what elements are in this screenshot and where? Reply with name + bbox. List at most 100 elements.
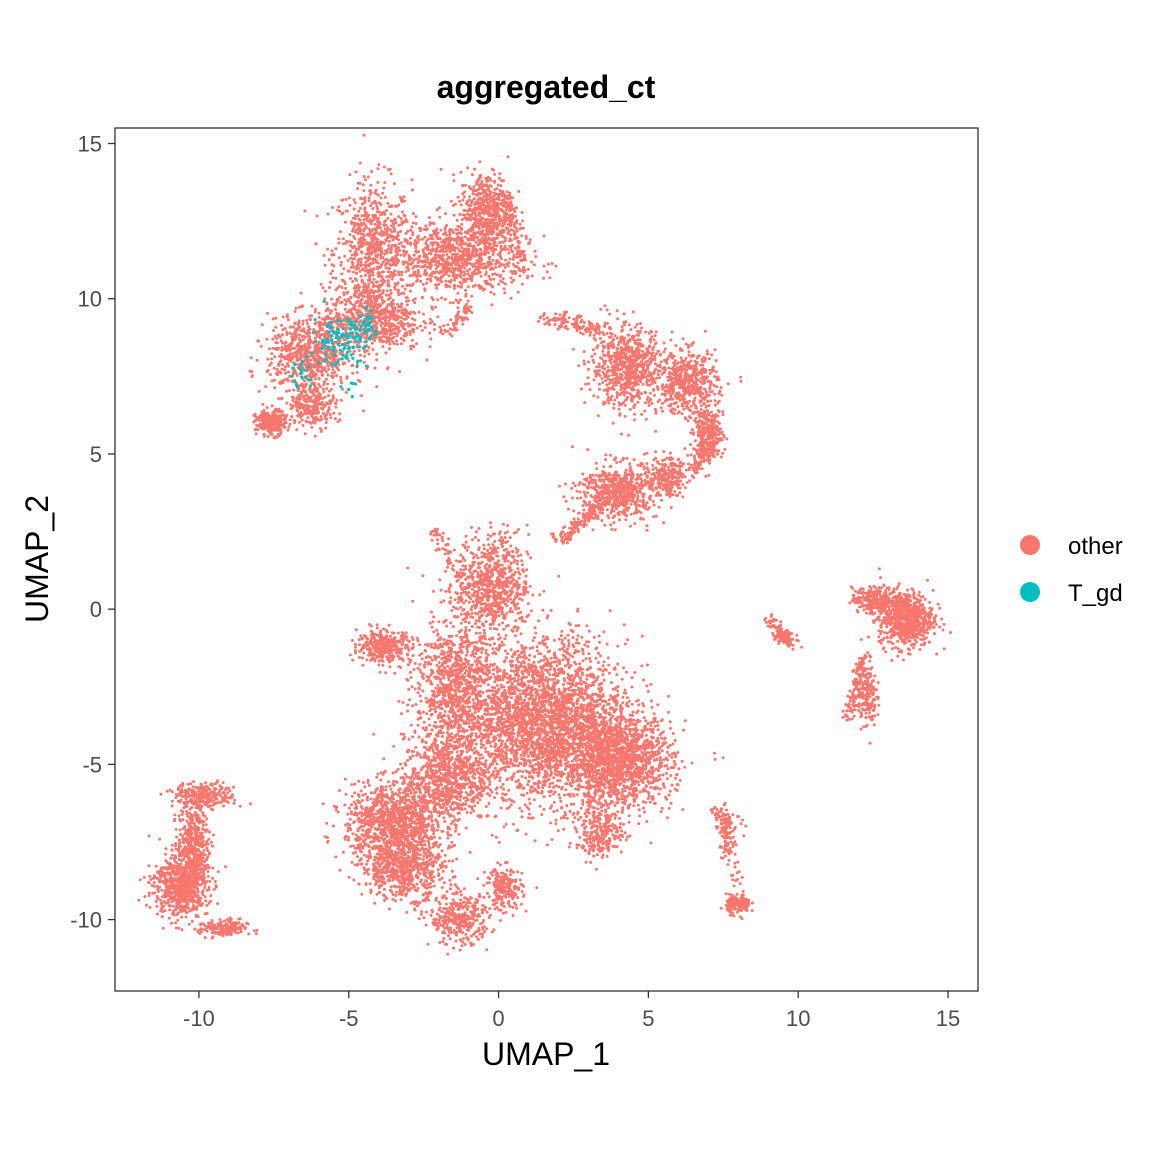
point-other-304 xyxy=(376,207,380,210)
point-other-475 xyxy=(372,291,376,295)
point-other-1579 xyxy=(413,273,416,277)
point-other-2228 xyxy=(370,301,374,305)
point-other-3051 xyxy=(322,323,326,327)
point-other-1585 xyxy=(453,259,457,263)
point-other-4917 xyxy=(670,397,673,401)
point-other-605 xyxy=(377,210,381,214)
point-other-3886 xyxy=(315,418,319,422)
point-other-1239 xyxy=(509,269,513,273)
point-other-4446 xyxy=(615,336,619,340)
point-other-636 xyxy=(340,212,344,216)
point-other-4557 xyxy=(599,356,602,360)
point-other-4324 xyxy=(608,356,612,360)
point-other-317 xyxy=(348,203,352,207)
point-other-2409 xyxy=(381,345,385,349)
point-other-2658 xyxy=(366,286,369,290)
point-other-1598 xyxy=(447,274,451,278)
point-other-2040 xyxy=(458,212,462,216)
point-other-4459 xyxy=(607,350,610,354)
point-other-2093 xyxy=(475,206,479,210)
point-other-1433 xyxy=(444,249,448,253)
point-other-4378 xyxy=(661,401,665,405)
point-other-3206 xyxy=(325,315,328,319)
point-other-3990 xyxy=(643,409,647,413)
point-other-2631 xyxy=(406,315,410,319)
point-other-1183 xyxy=(520,282,524,286)
point-other-4119 xyxy=(599,307,603,311)
point-other-4256 xyxy=(602,353,606,357)
point-other-2038 xyxy=(489,179,493,182)
point-other-4739 xyxy=(689,404,693,408)
point-other-2865 xyxy=(333,370,337,374)
point-other-359 xyxy=(330,253,334,257)
point-other-560 xyxy=(397,238,400,242)
point-other-704 xyxy=(393,287,397,291)
point-other-964 xyxy=(466,272,470,276)
point-other-3834 xyxy=(332,411,336,415)
point-other-4357 xyxy=(622,401,625,404)
point-other-1039 xyxy=(375,266,379,270)
point-other-360 xyxy=(393,269,397,273)
point-other-1891 xyxy=(483,236,487,240)
point-other-1599 xyxy=(395,283,399,287)
point-other-4447 xyxy=(621,378,625,382)
point-other-3318 xyxy=(281,363,285,367)
point-other-591 xyxy=(330,249,334,253)
point-other-2305 xyxy=(407,299,411,303)
point-other-4665 xyxy=(686,419,690,423)
point-other-4361 xyxy=(612,387,616,391)
point-other-1002 xyxy=(436,315,440,319)
point-other-1400 xyxy=(473,262,477,266)
point-other-2517 xyxy=(387,319,391,323)
point-other-1914 xyxy=(465,200,469,204)
point-other-4369 xyxy=(609,361,613,365)
point-other-1003 xyxy=(425,277,429,281)
point-other-2062 xyxy=(484,232,488,236)
point-other-2675 xyxy=(401,311,405,315)
point-other-1466 xyxy=(422,253,426,257)
point-other-2484 xyxy=(377,303,381,306)
point-other-293 xyxy=(353,201,357,205)
point-other-1792 xyxy=(463,208,467,212)
point-other-3314 xyxy=(345,375,349,379)
point-other-112 xyxy=(399,217,403,220)
point-other-1335 xyxy=(455,246,459,250)
point-other-4719 xyxy=(701,363,705,367)
point-other-3639 xyxy=(261,420,265,424)
point-other-3813 xyxy=(319,403,323,406)
point-other-1480 xyxy=(509,296,513,300)
point-other-4581 xyxy=(635,333,639,337)
point-other-1614 xyxy=(473,167,476,171)
point-other-1370 xyxy=(499,279,503,283)
point-other-2849 xyxy=(339,375,343,379)
point-other-393 xyxy=(393,204,397,208)
point-other-509 xyxy=(399,229,403,233)
point-other-593 xyxy=(362,218,366,222)
point-other-468 xyxy=(392,182,396,186)
point-other-1639 xyxy=(457,237,461,240)
point-other-2485 xyxy=(345,300,348,303)
point-other-4497 xyxy=(601,366,605,370)
point-other-3880 xyxy=(294,400,298,404)
point-other-893 xyxy=(402,249,406,253)
point-other-1523 xyxy=(401,291,405,295)
point-other-387 xyxy=(352,198,356,202)
point-other-436 xyxy=(377,163,381,167)
point-other-3322 xyxy=(278,354,282,358)
point-other-2889 xyxy=(318,336,322,340)
point-other-1831 xyxy=(476,243,480,247)
point-other-1389 xyxy=(464,293,468,297)
point-other-652 xyxy=(380,275,384,279)
point-other-534 xyxy=(383,212,387,216)
point-other-1080 xyxy=(470,294,474,298)
point-other-175 xyxy=(303,209,307,213)
point-other-1512 xyxy=(476,271,480,275)
point-other-1954 xyxy=(460,246,464,250)
point-other-2629 xyxy=(395,339,398,343)
point-other-4576 xyxy=(628,408,632,411)
point-other-1584 xyxy=(503,282,507,286)
point-other-3264 xyxy=(330,371,334,375)
point-other-697 xyxy=(389,219,393,223)
point-other-1591 xyxy=(435,227,439,231)
point-other-4326 xyxy=(639,360,643,364)
